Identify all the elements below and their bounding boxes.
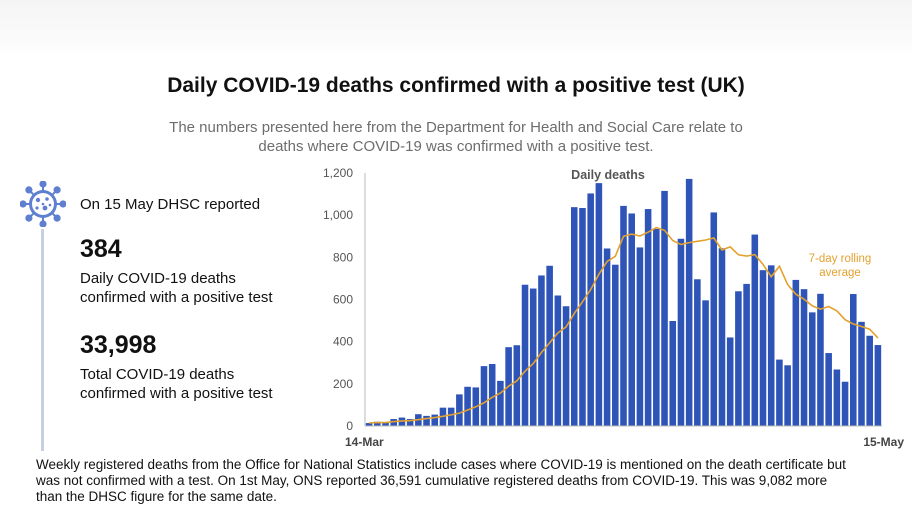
page-subtitle: The numbers presented here from the Depa… xyxy=(120,118,792,156)
bar xyxy=(735,291,742,426)
bar xyxy=(825,353,832,426)
bar xyxy=(841,381,849,426)
bar xyxy=(726,337,734,426)
subtitle-line-2: deaths where COVID-19 was confirmed with… xyxy=(258,138,654,155)
bar xyxy=(808,312,816,426)
footer-line-1: Weekly registered deaths from the Office… xyxy=(36,457,846,472)
rolling-average-line xyxy=(369,226,879,424)
bar xyxy=(538,275,545,426)
daily-deaths-label-line-2: confirmed with a positive test xyxy=(80,289,273,306)
bar xyxy=(488,364,496,426)
bar xyxy=(480,366,488,426)
bar xyxy=(858,321,865,426)
total-deaths-label-line-1: Total COVID-19 deaths xyxy=(80,366,235,383)
top-band xyxy=(0,0,912,58)
bar xyxy=(513,345,521,426)
bar xyxy=(849,294,857,426)
bar xyxy=(694,279,701,426)
bar xyxy=(447,407,455,426)
bar xyxy=(546,265,553,426)
bar xyxy=(406,419,414,426)
bar xyxy=(661,190,668,426)
footer-line-2: was not confirmed with a test. On 1st Ma… xyxy=(36,473,828,488)
daily-deaths-label-line-1: Daily COVID-19 deaths xyxy=(80,270,236,287)
bar xyxy=(710,212,718,426)
bar xyxy=(718,248,726,426)
bar xyxy=(636,247,644,426)
daily-deaths-value: 384 xyxy=(80,235,122,263)
bar xyxy=(431,414,439,426)
deaths-chart: 0 200 400 600 800 1,000 1,200 14-Mar 15-May Daily… xyxy=(323,166,904,449)
bar xyxy=(644,209,652,426)
bar xyxy=(398,417,406,426)
bar xyxy=(423,415,430,426)
x-end-label: 15-May xyxy=(863,435,904,449)
page-title: Daily COVID-19 deaths confirmed with a p… xyxy=(167,74,745,97)
bar xyxy=(365,423,373,426)
y-tick-label: 800 xyxy=(333,250,353,264)
bar xyxy=(817,293,824,426)
bar xyxy=(751,234,759,426)
daily-deaths-label: Daily COVID-19 deaths confirmed with a p… xyxy=(80,269,273,307)
bar xyxy=(595,183,603,426)
virus-icon xyxy=(20,181,66,227)
footer-note: Weekly registered deaths from the Office… xyxy=(36,457,896,505)
y-tick-label: 1,200 xyxy=(323,166,353,180)
bar xyxy=(767,265,775,426)
bar xyxy=(653,228,660,426)
bar xyxy=(792,279,800,426)
bar xyxy=(579,207,586,426)
footer-line-3: than the DHSC figure for the same date. xyxy=(36,489,277,504)
bar xyxy=(685,178,693,426)
y-tick-label: 400 xyxy=(333,335,353,349)
bar xyxy=(382,422,389,426)
average-label-line-1: 7-day rolling xyxy=(809,253,872,265)
bar xyxy=(603,248,611,426)
reported-label: On 15 May DHSC reported xyxy=(80,196,261,213)
bar xyxy=(390,419,398,426)
average-label-line-2: average xyxy=(819,267,861,279)
timeline-line xyxy=(41,229,44,451)
bar xyxy=(529,288,537,426)
bar xyxy=(677,238,685,426)
bar xyxy=(776,359,783,426)
total-deaths-value: 33,998 xyxy=(80,331,157,359)
subtitle-line-1: The numbers presented here from the Depa… xyxy=(169,119,743,136)
bar xyxy=(612,264,619,426)
bar xyxy=(562,306,570,426)
bar xyxy=(833,369,841,426)
bar xyxy=(702,300,709,426)
bar xyxy=(587,193,594,426)
bar xyxy=(497,380,504,426)
bar xyxy=(874,345,882,426)
bar xyxy=(456,394,463,426)
bar xyxy=(374,421,381,426)
bar xyxy=(743,283,750,426)
y-tick-label: 0 xyxy=(346,419,353,433)
bar xyxy=(669,321,677,426)
bar xyxy=(620,205,627,426)
y-tick-label: 1,000 xyxy=(323,208,353,222)
series-label: Daily deaths xyxy=(571,168,645,182)
bar xyxy=(554,295,562,426)
bar xyxy=(464,386,471,426)
y-tick-label: 200 xyxy=(333,377,353,391)
bar xyxy=(759,270,767,426)
x-start-label: 14-Mar xyxy=(345,435,384,449)
total-deaths-label: Total COVID-19 deaths confirmed with a p… xyxy=(80,365,273,403)
bar xyxy=(570,207,578,426)
bar xyxy=(521,284,529,426)
bar xyxy=(800,289,808,426)
bar xyxy=(628,213,635,426)
y-tick-label: 600 xyxy=(333,293,353,307)
bar xyxy=(784,365,791,426)
bar xyxy=(866,335,873,426)
total-deaths-label-line-2: confirmed with a positive test xyxy=(80,385,273,402)
